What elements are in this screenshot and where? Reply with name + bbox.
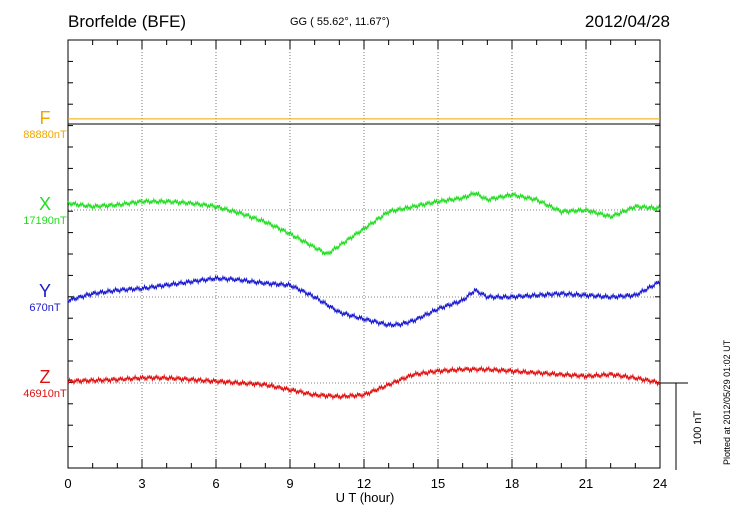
component-letter-z: Z [39,367,51,387]
grid-lines [68,40,660,468]
plotted-timestamp: Plotted at 2012/05/29 01:02 UT [722,339,730,465]
component-label-x: X 17190nT [10,194,80,228]
x-tick-label: 12 [357,476,371,491]
component-base-f: 88880nT [23,129,67,141]
scale-bar [660,382,688,470]
axis-ticks [67,40,661,469]
component-label-z: Z 46910nT [10,367,80,401]
x-tick-label: 24 [653,476,667,491]
series-lines [67,118,661,401]
series-line-z [67,365,661,401]
series-line-x [67,190,661,257]
component-letter-y: Y [38,281,51,301]
geo-coordinates: GG ( 55.62°, 11.67°) [290,16,390,28]
plot-date: 2012/04/28 [584,12,670,31]
component-label-y: Y 670nT [10,281,80,315]
x-tick-labels: 0 3 6 9 12 15 18 21 24 [64,476,667,491]
x-tick-label: 9 [286,476,293,491]
x-tick-label: 18 [505,476,519,491]
x-tick-label: 0 [64,476,71,491]
x-tick-label: 3 [138,476,145,491]
component-letter-f: F [39,108,51,128]
scale-bar-label: 100 nT [692,410,704,445]
component-label-f: F 88880nT [10,108,80,142]
x-tick-label: 15 [431,476,445,491]
station-title: Brorfelde (BFE) [68,12,187,31]
x-axis-label: U T (hour) [335,490,395,505]
x-tick-label: 6 [212,476,219,491]
component-letter-x: X [38,194,51,214]
series-line-y [67,274,661,329]
x-tick-label: 21 [579,476,593,491]
component-base-y: 670nT [29,302,61,314]
component-base-z: 46910nT [23,388,67,400]
component-base-x: 17190nT [23,215,67,227]
